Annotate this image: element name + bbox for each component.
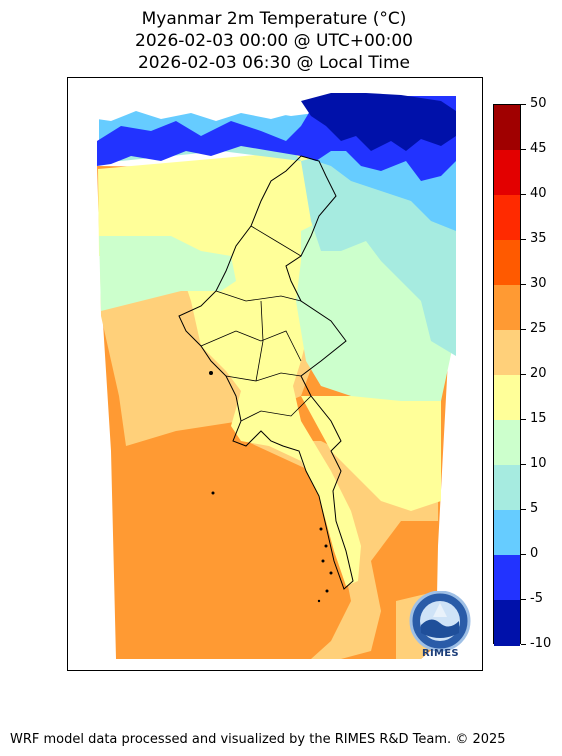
colorbar-tick-label: 10	[530, 456, 547, 471]
colorbar-tick	[521, 374, 526, 375]
colorbar-tick	[521, 284, 526, 285]
colorbar-tick	[521, 194, 526, 195]
colorbar-tick-label: 50	[530, 96, 547, 111]
colorbar-segment	[494, 285, 520, 331]
title-variable: Myanmar 2m Temperature (°C)	[141, 9, 407, 29]
colorbar-tick	[521, 644, 526, 645]
colorbar-tick-label: 35	[530, 231, 547, 246]
colorbar-tick-label: 0	[530, 546, 539, 561]
colorbar-tick	[521, 239, 526, 240]
rimes-wordmark: RIMES	[422, 648, 459, 659]
colorbar-segment	[494, 465, 520, 511]
colorbar-tick-label: 25	[530, 321, 547, 336]
colorbar-tick	[521, 464, 526, 465]
temperature-map	[97, 93, 456, 659]
colorbar-tick	[521, 104, 526, 105]
colorbar-segment	[494, 600, 520, 646]
colorbar-tick-label: 15	[530, 411, 547, 426]
colorbar-tick	[521, 509, 526, 510]
title-local-time: 2026-02-03 06:30 @ Local Time	[137, 53, 411, 73]
colorbar-tick-label: 20	[530, 366, 547, 381]
colorbar-segment	[494, 510, 520, 556]
colorbar-segment	[494, 330, 520, 376]
title-utc-time: 2026-02-03 00:00 @ UTC+00:00	[135, 31, 413, 51]
colorbar-tick-label: 5	[530, 501, 539, 516]
colorbar-tick-label: -10	[530, 636, 552, 651]
colorbar-segment	[494, 420, 520, 466]
colorbar-tick-label: 40	[530, 186, 547, 201]
colorbar-segment	[494, 375, 520, 421]
no-data-top	[97, 97, 301, 121]
colorbar-segment	[494, 195, 520, 241]
colorbar-segment	[494, 150, 520, 196]
myanmar-boundary	[178, 155, 354, 590]
colorbar-tick	[521, 554, 526, 555]
colorbar	[493, 104, 521, 646]
colorbar-segment	[494, 555, 520, 601]
colorbar-tick	[521, 599, 526, 600]
colorbar-segment	[494, 105, 520, 151]
colorbar-segment	[494, 240, 520, 286]
colorbar-tick	[521, 149, 526, 150]
band-10-15	[99, 201, 456, 401]
colorbar-tick-label: -5	[530, 591, 543, 606]
footer-credit: WRF model data processed and visualized …	[10, 732, 506, 747]
map-frame	[67, 77, 483, 671]
band-minus10-minus5	[301, 93, 456, 151]
colorbar-tick-label: 30	[530, 276, 547, 291]
colorbar-tick	[521, 419, 526, 420]
islands	[209, 371, 333, 603]
colorbar-tick-label: 45	[530, 141, 547, 156]
colorbar-tick	[521, 329, 526, 330]
division-lines	[200, 225, 312, 422]
rimes-logo	[407, 590, 473, 659]
